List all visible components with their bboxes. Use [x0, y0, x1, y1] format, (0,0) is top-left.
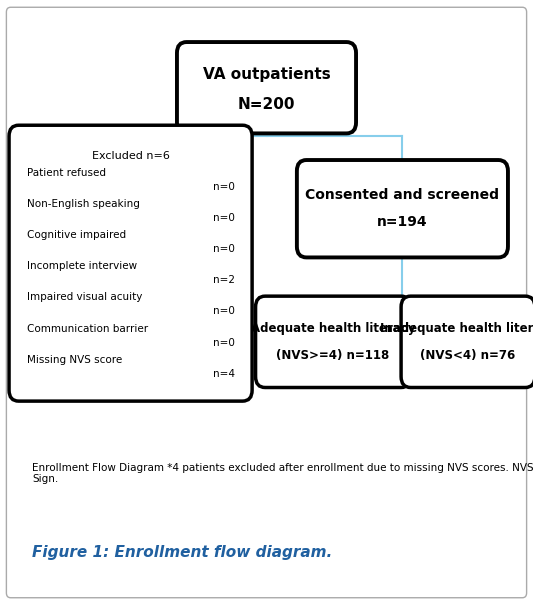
- Text: Figure 1: Enrollment flow diagram.: Figure 1: Enrollment flow diagram.: [32, 544, 332, 560]
- Text: Communication barrier: Communication barrier: [27, 324, 148, 333]
- Text: n=4: n=4: [213, 368, 235, 379]
- Text: Patient refused: Patient refused: [27, 168, 106, 178]
- Text: n=0: n=0: [213, 307, 235, 316]
- Text: (NVS>=4) n=118: (NVS>=4) n=118: [277, 348, 390, 362]
- Text: n=194: n=194: [377, 215, 427, 229]
- Text: Consented and screened: Consented and screened: [305, 188, 499, 203]
- Text: VA outpatients: VA outpatients: [203, 67, 330, 82]
- Text: n=0: n=0: [213, 244, 235, 254]
- Text: Incomplete interview: Incomplete interview: [27, 261, 137, 272]
- FancyBboxPatch shape: [9, 125, 252, 401]
- Text: n=0: n=0: [213, 182, 235, 192]
- Text: n=2: n=2: [213, 275, 235, 286]
- Text: Non-English speaking: Non-English speaking: [27, 199, 140, 209]
- FancyBboxPatch shape: [6, 7, 527, 598]
- FancyBboxPatch shape: [177, 42, 356, 134]
- Text: Impaired visual acuity: Impaired visual acuity: [27, 292, 142, 302]
- FancyBboxPatch shape: [297, 160, 508, 258]
- Text: n=0: n=0: [213, 338, 235, 348]
- Text: Missing NVS score: Missing NVS score: [27, 355, 122, 365]
- Text: n=0: n=0: [213, 213, 235, 223]
- FancyBboxPatch shape: [256, 296, 410, 388]
- Text: Adequate health literacy: Adequate health literacy: [251, 322, 415, 335]
- Text: Excluded n=6: Excluded n=6: [92, 151, 169, 162]
- Text: N=200: N=200: [238, 97, 295, 112]
- FancyBboxPatch shape: [401, 296, 533, 388]
- Text: (NVS<4) n=76: (NVS<4) n=76: [421, 348, 515, 362]
- Text: Inadequate health literacy: Inadequate health literacy: [380, 322, 533, 335]
- Text: Enrollment Flow Diagram *4 patients excluded after enrollment due to missing NVS: Enrollment Flow Diagram *4 patients excl…: [32, 463, 533, 485]
- Text: Cognitive impaired: Cognitive impaired: [27, 231, 126, 240]
